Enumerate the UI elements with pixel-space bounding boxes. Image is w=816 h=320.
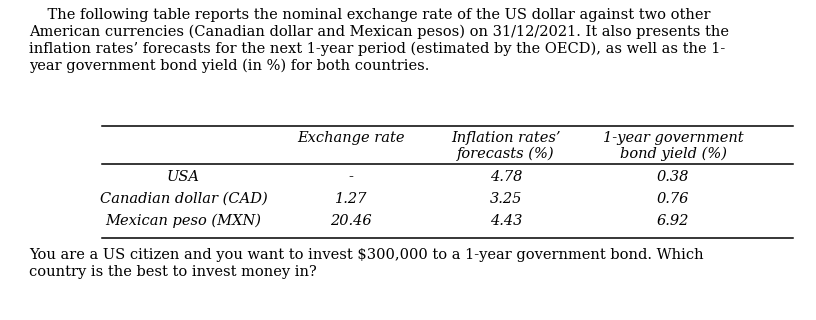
Text: 4.43: 4.43: [490, 214, 522, 228]
Text: year government bond yield (in %) for both countries.: year government bond yield (in %) for bo…: [29, 59, 430, 73]
Text: Canadian dollar (CAD): Canadian dollar (CAD): [100, 192, 268, 206]
Text: 1-year government: 1-year government: [603, 131, 743, 145]
Text: country is the best to invest money in?: country is the best to invest money in?: [29, 265, 317, 279]
Text: Exchange rate: Exchange rate: [297, 131, 405, 145]
Text: American currencies (Canadian dollar and Mexican pesos) on 31/12/2021. It also p: American currencies (Canadian dollar and…: [29, 25, 730, 39]
Text: You are a US citizen and you want to invest $300,000 to a 1-year government bond: You are a US citizen and you want to inv…: [29, 248, 704, 262]
Text: 0.38: 0.38: [657, 170, 690, 184]
Text: -: -: [348, 170, 353, 184]
Text: Inflation rates’: Inflation rates’: [451, 131, 561, 145]
Text: 1.27: 1.27: [335, 192, 367, 206]
Text: 6.92: 6.92: [657, 214, 690, 228]
Text: bond yield (%): bond yield (%): [619, 147, 727, 161]
Text: 20.46: 20.46: [330, 214, 372, 228]
Text: 0.76: 0.76: [657, 192, 690, 206]
Text: USA: USA: [167, 170, 200, 184]
Text: The following table reports the nominal exchange rate of the US dollar against t: The following table reports the nominal …: [29, 8, 711, 22]
Text: 3.25: 3.25: [490, 192, 522, 206]
Text: Mexican peso (MXN): Mexican peso (MXN): [105, 214, 262, 228]
Text: forecasts (%): forecasts (%): [457, 147, 555, 161]
Text: 4.78: 4.78: [490, 170, 522, 184]
Text: inflation rates’ forecasts for the next 1-year period (estimated by the OECD), a: inflation rates’ forecasts for the next …: [29, 42, 725, 56]
